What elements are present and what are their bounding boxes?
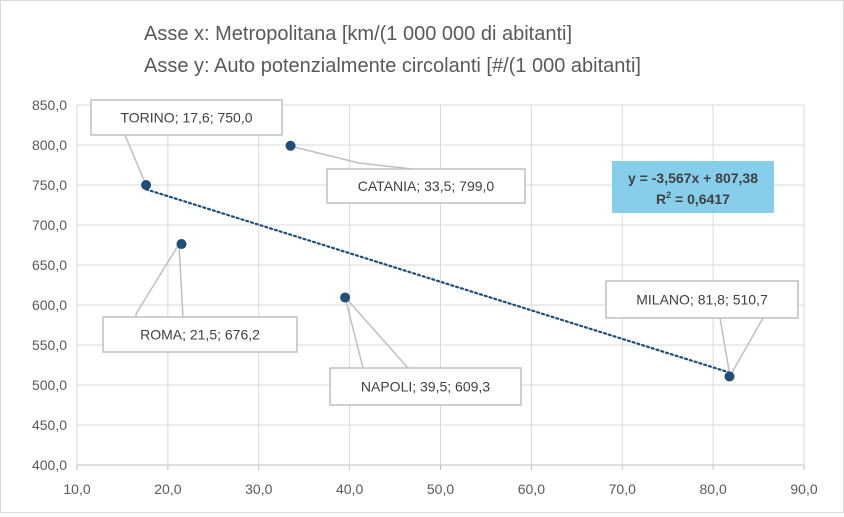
data-label-box: [329, 367, 522, 406]
x-tick-label: 50,0: [427, 481, 454, 497]
y-tick-label: 850,0: [32, 97, 67, 113]
y-tick-label: 800,0: [32, 137, 67, 153]
title-line-y: Asse y: Auto potenzialmente circolanti […: [144, 55, 641, 77]
y-tick-label: 500,0: [32, 377, 67, 393]
label-leader-line: [124, 134, 147, 186]
data-point-catania: [285, 140, 296, 151]
label-leader-line: [135, 241, 184, 318]
y-tick-label: 700,0: [32, 217, 67, 233]
y-tick-label: 400,0: [32, 457, 67, 473]
y-tick-label: 450,0: [32, 417, 67, 433]
data-label-box: [605, 280, 799, 319]
data-label-box: [102, 316, 298, 353]
title-line-x: Asse x: Metropolitana [km/(1 000 000 di …: [144, 23, 572, 45]
x-tick-label: 20,0: [154, 481, 181, 497]
trendline: [144, 188, 731, 374]
equation-box: [612, 161, 774, 213]
trendline-path: [144, 188, 731, 374]
label-leader-line: [344, 296, 409, 369]
x-tick-label: 10,0: [63, 481, 90, 497]
label-leader-line: [289, 145, 413, 170]
data-label-roma: ROMA; 21,5; 676,2: [140, 327, 260, 343]
data-labels: TORINO; 17,6; 750,0 CATANIA; 33,5; 799,0 R…: [90, 99, 799, 406]
chart-title: Asse x: Metropolitana [km/(1 000 000 di …: [144, 23, 641, 77]
data-label-box: [326, 168, 526, 204]
data-points: [141, 140, 735, 382]
label-leader-line: [719, 317, 764, 379]
y-tick-label: 650,0: [32, 257, 67, 273]
x-tick-label: 60,0: [518, 481, 545, 497]
data-point-napoli: [340, 292, 351, 303]
data-point-milano: [724, 371, 735, 382]
data-label-napoli: NAPOLI; 39,5; 609,3: [361, 379, 490, 395]
data-label-torino: TORINO; 17,6; 750,0: [120, 110, 252, 126]
y-tick-label: 550,0: [32, 337, 67, 353]
x-tick-label: 70,0: [609, 481, 636, 497]
x-tick-label: 30,0: [245, 481, 272, 497]
equation-line-1: y = -3,567x + 807,38: [628, 170, 758, 186]
x-tick-label: 80,0: [700, 481, 727, 497]
x-tick-label: 90,0: [790, 481, 817, 497]
data-label-catania: CATANIA; 33,5; 799,0: [358, 178, 495, 194]
data-point-torino: [141, 180, 152, 190]
y-tick-label: 600,0: [32, 297, 67, 313]
data-label-milano: MILANO; 81,8; 510,7: [636, 292, 768, 308]
trendline-equation: y = -3,567x + 807,38 R2 = 0,6417: [612, 161, 774, 213]
axes: 400,0 450,0 500,0 550,0 600,0 650,0 700,0 750,0…: [32, 97, 818, 497]
x-tick-label: 40,0: [336, 481, 363, 497]
data-point-roma: [176, 239, 187, 250]
equation-line-2: R2 = 0,6417: [656, 190, 730, 207]
y-tick-label: 750,0: [32, 177, 67, 193]
data-label-box: [90, 99, 283, 136]
